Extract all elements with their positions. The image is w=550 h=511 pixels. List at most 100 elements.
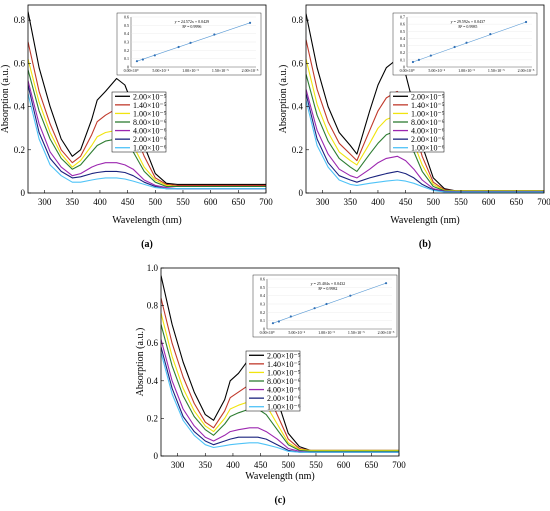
y-tick-label: 0 <box>154 451 159 461</box>
x-tick-label: 350 <box>344 197 358 207</box>
inset-x-tick-label: 2.00×10⁻⁵ <box>242 68 259 73</box>
chart-panel-0: 300 350 400 450 500 550 600 650 700 0 0.2 0.4 0.6 0.8… <box>0 4 273 250</box>
legend-label-2: 1.00×10⁻⁵ <box>267 368 301 377</box>
inset-y-tick-label: 0.7 <box>400 15 405 20</box>
inset-y-tick-label: 0 <box>127 65 129 70</box>
x-tick-label: 700 <box>537 197 550 207</box>
legend-label-3: 8.00×10⁻⁶ <box>133 118 167 127</box>
x-tick-label: 600 <box>482 197 496 207</box>
legend-label-0: 2.00×10⁻⁵ <box>133 92 167 101</box>
inset-data-point-0 <box>411 60 415 64</box>
x-tick-label: 700 <box>392 460 406 470</box>
inset-x-tick-label: 5.00×10⁻⁶ <box>428 68 445 73</box>
inset-x-tick-label: 2.00×10⁻⁵ <box>518 68 535 73</box>
x-tick-label: 450 <box>399 197 413 207</box>
inset-x-tick-label: 5.00×10⁻⁶ <box>288 330 305 335</box>
x-tick-label: 600 <box>204 197 218 207</box>
legend-label-5: 2.00×10⁻⁶ <box>267 394 301 403</box>
series-line-4 <box>161 339 399 453</box>
legend-label-3: 8.00×10⁻⁶ <box>411 118 445 127</box>
y-axis-label: Absorption (a.u.) <box>135 328 146 397</box>
inset-y-tick-label: 0.6 <box>260 277 265 282</box>
x-tick-label: 300 <box>316 197 330 207</box>
inset-data-point-4 <box>465 41 468 44</box>
x-tick-label: 350 <box>199 460 213 470</box>
inset-x-tick-label: 1.50×10⁻⁵ <box>488 68 505 73</box>
series-line-2 <box>161 312 399 451</box>
inset-y-tick-label: 0.6 <box>124 15 129 20</box>
inset-data-point-4 <box>189 41 192 44</box>
legend-label-6: 1.00×10⁻⁶ <box>411 144 445 153</box>
inset-frame <box>392 12 538 76</box>
series-line-0 <box>306 13 544 192</box>
legend-label-1: 1.40×10⁻⁵ <box>133 101 167 110</box>
inset-y-tick-label: 0.2 <box>260 310 265 315</box>
inset-data-point-1 <box>141 58 145 61</box>
series-line-6 <box>28 93 266 190</box>
inset-y-tick-label: 0.1 <box>400 57 405 62</box>
series-line-6 <box>306 99 544 193</box>
inset-data-point-5 <box>489 33 492 36</box>
y-tick-label: 0.6 <box>14 58 26 68</box>
inset-r2: R² = 0.9996 <box>182 24 201 29</box>
series-line-6 <box>161 352 399 453</box>
x-tick-label: 400 <box>226 460 240 470</box>
inset-data-point-2 <box>153 54 156 57</box>
legend-label-0: 2.00×10⁻⁵ <box>411 92 445 101</box>
legend-label-3: 8.00×10⁻⁶ <box>267 377 301 386</box>
y-tick-label: 0.2 <box>292 145 303 155</box>
legend-label-6: 1.00×10⁻⁶ <box>133 144 167 153</box>
legend: 2.00×10⁻⁵1.40×10⁻⁵1.00×10⁻⁵8.00×10⁻⁶4.00… <box>245 350 301 412</box>
inset-x-tick-label: 1.00×10⁻⁵ <box>318 330 335 335</box>
legend-label-5: 2.00×10⁻⁶ <box>133 135 167 144</box>
inset-data-point-2 <box>289 315 292 318</box>
inset-y-tick-label: 0 <box>263 327 265 332</box>
x-tick-label: 650 <box>510 197 524 207</box>
series-line-4 <box>28 80 266 190</box>
series-line-1 <box>161 297 399 451</box>
series-line-0 <box>28 11 266 185</box>
legend-label-2: 1.00×10⁻⁵ <box>411 109 445 118</box>
inset-x-tick-label: 1.50×10⁻⁵ <box>348 330 365 335</box>
y-tick-label: 0 <box>299 188 304 198</box>
inset-data-point-5 <box>349 294 352 297</box>
y-tick-label: 0.8 <box>292 15 304 25</box>
x-tick-label: 300 <box>38 197 52 207</box>
inset-frame <box>252 274 398 338</box>
x-tick-label: 550 <box>454 197 468 207</box>
inset-y-tick-label: 0.2 <box>124 48 129 53</box>
y-tick-label: 1.0 <box>147 263 159 273</box>
inset-y-tick-label: 0.4 <box>260 293 265 298</box>
y-tick-label: 0.6 <box>147 338 159 348</box>
inset-y-tick-label: 0.2 <box>400 50 405 55</box>
plot-frame <box>305 4 545 194</box>
inset-x-tick-label: 5.00×10⁻⁶ <box>152 68 169 73</box>
inset-data-point-0 <box>271 322 275 325</box>
y-tick-label: 0.2 <box>147 413 158 423</box>
x-tick-label: 700 <box>259 197 273 207</box>
x-tick-label: 450 <box>121 197 135 207</box>
legend: 2.00×10⁻⁵1.40×10⁻⁵1.00×10⁻⁵8.00×10⁻⁶4.00… <box>111 91 167 153</box>
inset-x-tick-label: 0.00×10⁰ <box>260 330 275 335</box>
inset-equation: y = 25.404x + 0.0432 <box>311 281 346 286</box>
x-axis-label: Wavelength (nm) <box>245 471 314 482</box>
y-tick-label: 0.8 <box>14 15 26 25</box>
series-line-1 <box>28 41 266 186</box>
inset-data-point-3 <box>313 307 316 310</box>
inset-data-point-6 <box>384 282 388 285</box>
x-axis-label: Wavelength (nm) <box>390 215 459 226</box>
inset-data-point-2 <box>429 54 432 57</box>
inset-r2: R² = 0.9985 <box>458 24 477 29</box>
x-tick-label: 450 <box>254 460 268 470</box>
legend: 2.00×10⁻⁵1.40×10⁻⁵1.00×10⁻⁵8.00×10⁻⁶4.00… <box>389 91 445 153</box>
inset-equation: y = 29.592x + 0.0437 <box>451 19 486 24</box>
inset-x-tick-label: 0.00×10⁰ <box>400 68 415 73</box>
x-tick-label: 550 <box>309 460 323 470</box>
y-tick-label: 0.6 <box>292 58 304 68</box>
panel-label: (b) <box>419 239 431 250</box>
plot-frame <box>160 267 400 457</box>
inset-calibration: 0 0.1 0.2 0.3 0.4 0.5 0.6 0.00×10⁰ 5.00×10⁻⁶ 1.00… <box>116 12 262 76</box>
inset-equation: y = 24.572x + 0.0429 <box>175 19 210 24</box>
inset-data-point-3 <box>177 45 180 49</box>
